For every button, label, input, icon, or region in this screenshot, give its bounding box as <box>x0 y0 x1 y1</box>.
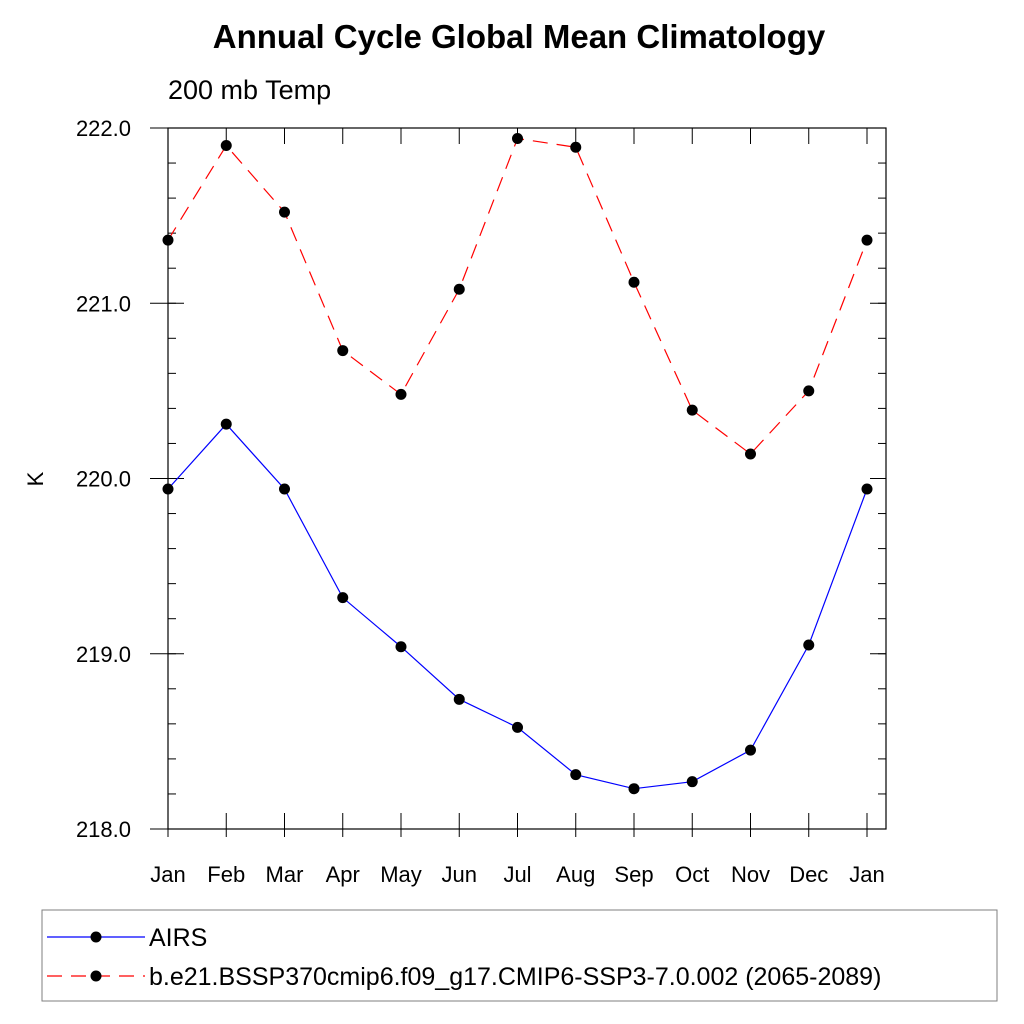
data-point <box>803 385 815 397</box>
data-point <box>395 641 407 653</box>
legend-label-1: b.e21.BSSP370cmip6.f09_g17.CMIP6-SSP3-7.… <box>149 963 881 991</box>
y-tick-label: 219.0 <box>76 642 131 667</box>
legend: AIRS b.e21.BSSP370cmip6.f09_g17.CMIP6-SSP… <box>47 924 881 991</box>
x-tick-label: Jul <box>503 862 531 887</box>
axis-ticks: Jan Feb Mar Apr May Jun Jul Aug Sep Oct Nov Dec Jan 2… <box>76 116 886 887</box>
x-tick-label: May <box>380 862 422 887</box>
data-point <box>220 418 232 430</box>
data-point <box>745 744 756 756</box>
data-point <box>162 234 174 246</box>
x-tick-label: Aug <box>556 862 595 887</box>
data-point <box>686 404 698 416</box>
data-point <box>453 283 465 295</box>
x-tick-label: Mar <box>266 862 304 887</box>
data-point <box>861 483 873 495</box>
y-axis-label: K <box>23 471 48 486</box>
data-point <box>861 234 873 246</box>
data-point <box>453 693 465 705</box>
legend-marker-1 <box>90 970 102 982</box>
series-line-0 <box>167 423 868 790</box>
data-point <box>337 345 349 357</box>
series-1 <box>162 133 873 460</box>
data-point <box>628 783 640 795</box>
x-tick-label: Dec <box>789 862 828 887</box>
y-tick-label: 221.0 <box>76 291 131 316</box>
data-point <box>279 206 290 218</box>
data-point <box>512 721 523 733</box>
x-tick-label: Jan <box>150 862 185 887</box>
data-point <box>512 133 523 145</box>
data-point <box>745 448 756 460</box>
data-point <box>395 388 407 400</box>
legend-marker-0 <box>90 931 102 943</box>
chart-subtitle: 200 mb Temp <box>168 75 331 105</box>
x-tick-label: Nov <box>731 862 770 887</box>
y-tick-label: 222.0 <box>76 116 131 141</box>
y-tick-label: 220.0 <box>76 467 131 492</box>
data-point <box>279 483 290 495</box>
x-tick-label: Sep <box>614 862 653 887</box>
x-tick-label: Feb <box>207 862 245 887</box>
data-point <box>337 592 349 604</box>
data-point <box>570 769 582 781</box>
legend-box <box>41 909 998 1002</box>
x-tick-label: Jan <box>849 862 884 887</box>
data-point <box>162 483 174 495</box>
data-point <box>220 140 232 152</box>
x-tick-label: Oct <box>675 862 709 887</box>
data-point <box>628 276 640 288</box>
data-point <box>686 776 698 788</box>
y-tick-label: 218.0 <box>76 817 131 842</box>
data-point <box>570 141 582 153</box>
legend-label-0: AIRS <box>149 924 207 952</box>
data-point <box>803 639 815 651</box>
series-layer <box>162 133 873 795</box>
x-tick-label: Jun <box>442 862 477 887</box>
chart-title: Annual Cycle Global Mean Climatology <box>213 18 826 55</box>
series-line-1 <box>167 137 868 455</box>
x-tick-label: Apr <box>326 862 360 887</box>
series-0 <box>162 418 873 795</box>
